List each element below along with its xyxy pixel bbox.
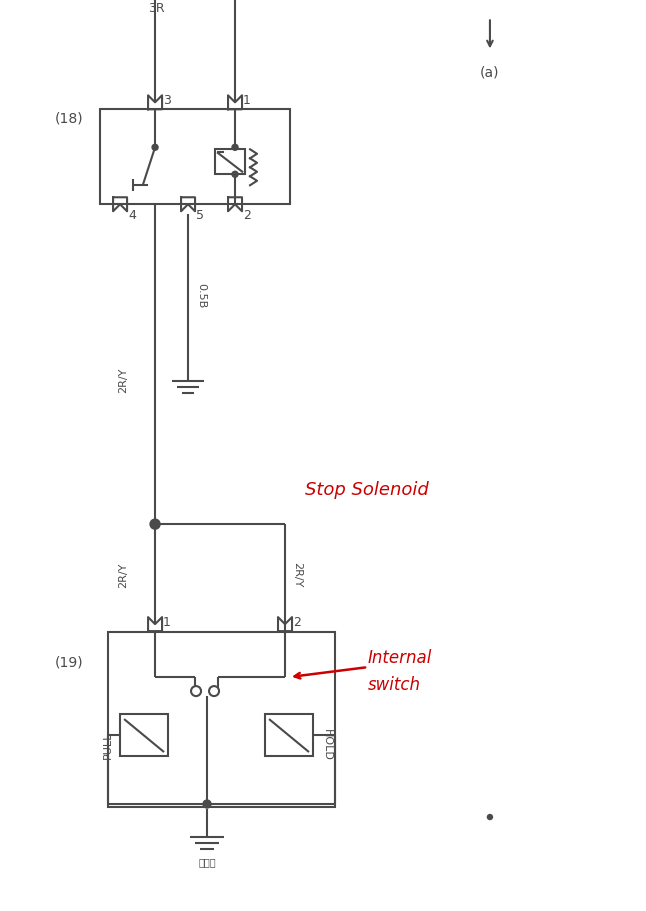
Circle shape	[152, 145, 158, 151]
Text: 4: 4	[128, 209, 136, 221]
Text: Internal: Internal	[368, 649, 432, 666]
Circle shape	[150, 519, 160, 529]
Circle shape	[232, 145, 238, 151]
Text: 3: 3	[163, 94, 171, 107]
Text: 2R/Y: 2R/Y	[118, 562, 128, 588]
Text: (18): (18)	[55, 111, 84, 125]
Text: 5: 5	[196, 209, 204, 221]
Text: 2: 2	[293, 615, 301, 628]
Circle shape	[488, 814, 492, 820]
Text: 1: 1	[243, 94, 251, 107]
Text: 2: 2	[243, 209, 251, 221]
Text: 3R: 3R	[148, 2, 165, 15]
Circle shape	[209, 686, 219, 696]
Bar	[100, 110, 290, 205]
Circle shape	[232, 172, 238, 178]
Bar	[108, 632, 335, 807]
Bar	[120, 714, 168, 756]
Text: (a): (a)	[480, 66, 500, 79]
Text: 2R/Y: 2R/Y	[292, 562, 302, 588]
Bar	[215, 150, 245, 175]
Text: HOLD: HOLD	[322, 728, 332, 760]
Text: switch: switch	[368, 675, 421, 693]
Text: PULL: PULL	[103, 731, 113, 758]
Text: (19): (19)	[55, 654, 84, 669]
Text: ⫿⫿⫿: ⫿⫿⫿	[198, 856, 216, 866]
Bar	[265, 714, 313, 756]
Text: 0.5B: 0.5B	[196, 282, 206, 308]
Circle shape	[203, 800, 211, 808]
Circle shape	[191, 686, 201, 696]
Text: Stop Solenoid: Stop Solenoid	[305, 481, 429, 498]
Text: 1: 1	[163, 615, 171, 628]
Text: 2R/Y: 2R/Y	[118, 367, 128, 393]
